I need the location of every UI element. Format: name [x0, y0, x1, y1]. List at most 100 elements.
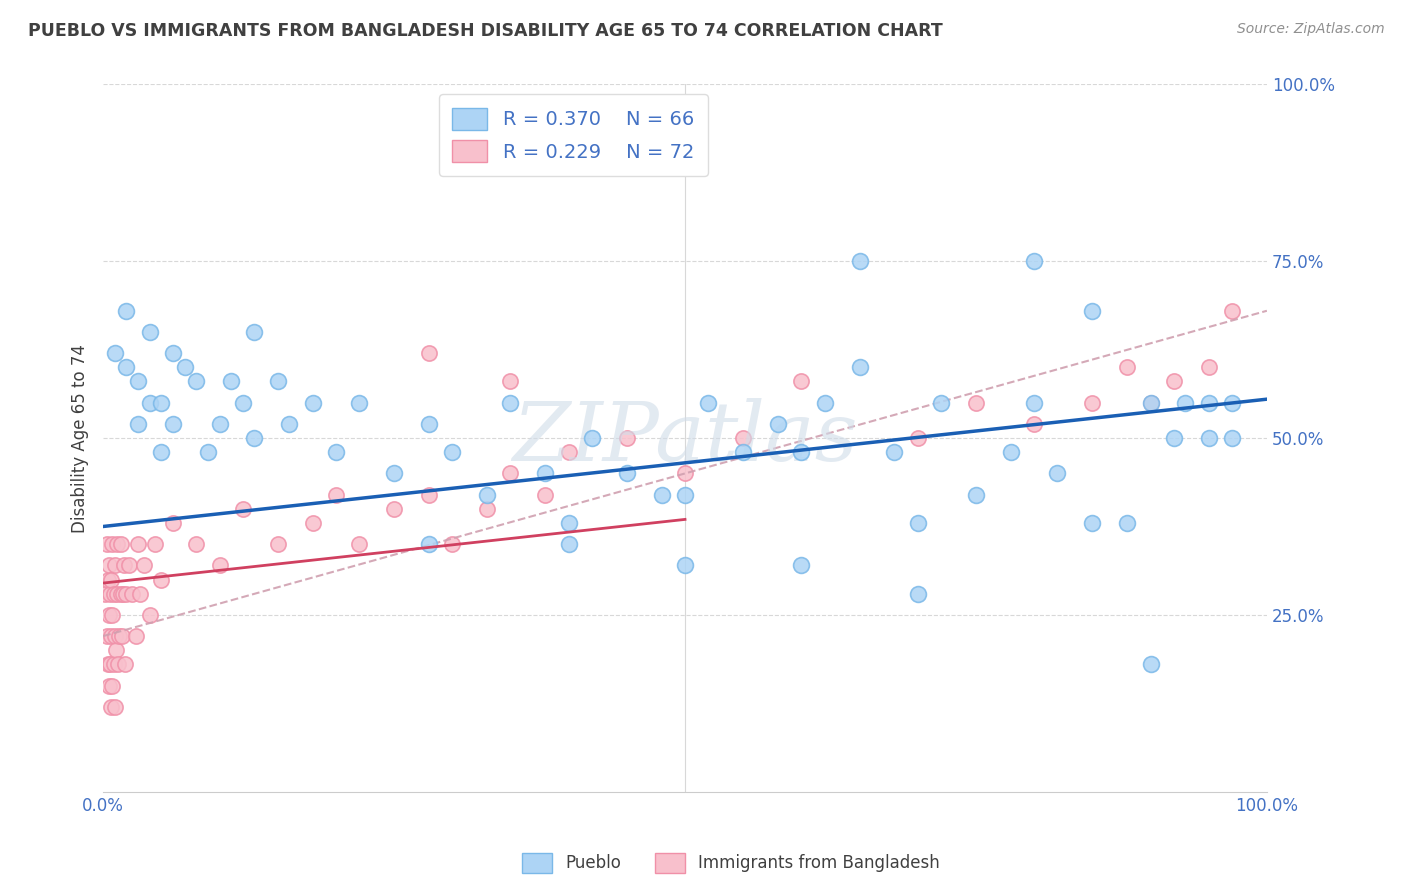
Point	[347, 395, 370, 409]
Point	[418, 537, 440, 551]
Point	[475, 488, 498, 502]
Point	[243, 325, 266, 339]
Point	[110, 587, 132, 601]
Point	[101, 607, 124, 622]
Point	[96, 629, 118, 643]
Point	[186, 375, 208, 389]
Point	[162, 417, 184, 431]
Point	[382, 501, 405, 516]
Point	[150, 395, 173, 409]
Point	[219, 375, 242, 389]
Point	[150, 573, 173, 587]
Point	[883, 445, 905, 459]
Point	[111, 587, 134, 601]
Point	[441, 445, 464, 459]
Point	[790, 558, 813, 573]
Point	[907, 516, 929, 530]
Point	[127, 375, 149, 389]
Point	[965, 395, 987, 409]
Point	[1220, 431, 1243, 445]
Point	[97, 657, 120, 672]
Point	[733, 445, 755, 459]
Point	[1000, 445, 1022, 459]
Point	[267, 537, 290, 551]
Point	[112, 558, 135, 573]
Point	[1116, 360, 1139, 375]
Point	[301, 516, 323, 530]
Point	[121, 587, 143, 601]
Point	[325, 488, 347, 502]
Point	[499, 467, 522, 481]
Point	[651, 488, 673, 502]
Point	[441, 537, 464, 551]
Point	[115, 587, 138, 601]
Point	[475, 501, 498, 516]
Point	[1198, 395, 1220, 409]
Point	[278, 417, 301, 431]
Point	[697, 395, 720, 409]
Legend: R = 0.370    N = 66, R = 0.229    N = 72: R = 0.370 N = 66, R = 0.229 N = 72	[439, 95, 707, 176]
Point	[790, 375, 813, 389]
Point	[97, 607, 120, 622]
Point	[98, 657, 121, 672]
Point	[103, 657, 125, 672]
Point	[108, 629, 131, 643]
Point	[118, 558, 141, 573]
Point	[673, 467, 696, 481]
Point	[232, 501, 254, 516]
Point	[104, 699, 127, 714]
Point	[673, 488, 696, 502]
Point	[104, 643, 127, 657]
Point	[534, 467, 557, 481]
Point	[105, 537, 128, 551]
Point	[382, 467, 405, 481]
Y-axis label: Disability Age 65 to 74: Disability Age 65 to 74	[72, 343, 89, 533]
Point	[418, 488, 440, 502]
Point	[129, 587, 152, 601]
Point	[1024, 395, 1046, 409]
Text: ZIPatlas: ZIPatlas	[512, 398, 858, 478]
Point	[499, 375, 522, 389]
Point	[534, 488, 557, 502]
Point	[115, 303, 138, 318]
Point	[105, 587, 128, 601]
Point	[616, 467, 638, 481]
Point	[232, 395, 254, 409]
Point	[790, 445, 813, 459]
Point	[1163, 375, 1185, 389]
Point	[1081, 516, 1104, 530]
Point	[138, 607, 160, 622]
Point	[557, 445, 579, 459]
Point	[848, 360, 870, 375]
Point	[150, 445, 173, 459]
Point	[115, 360, 138, 375]
Point	[1116, 516, 1139, 530]
Point	[907, 431, 929, 445]
Point	[848, 254, 870, 268]
Point	[98, 587, 121, 601]
Point	[111, 629, 134, 643]
Point	[1220, 303, 1243, 318]
Point	[1139, 657, 1161, 672]
Point	[673, 558, 696, 573]
Point	[162, 346, 184, 360]
Point	[616, 431, 638, 445]
Text: PUEBLO VS IMMIGRANTS FROM BANGLADESH DISABILITY AGE 65 TO 74 CORRELATION CHART: PUEBLO VS IMMIGRANTS FROM BANGLADESH DIS…	[28, 22, 943, 40]
Point	[929, 395, 952, 409]
Point	[138, 395, 160, 409]
Point	[101, 537, 124, 551]
Point	[766, 417, 789, 431]
Point	[581, 431, 603, 445]
Point	[103, 587, 125, 601]
Point	[186, 537, 208, 551]
Point	[1198, 360, 1220, 375]
Point	[814, 395, 837, 409]
Point	[557, 516, 579, 530]
Point	[101, 679, 124, 693]
Point	[1024, 417, 1046, 431]
Point	[418, 346, 440, 360]
Point	[100, 629, 122, 643]
Point	[110, 537, 132, 551]
Point	[97, 558, 120, 573]
Point	[1081, 303, 1104, 318]
